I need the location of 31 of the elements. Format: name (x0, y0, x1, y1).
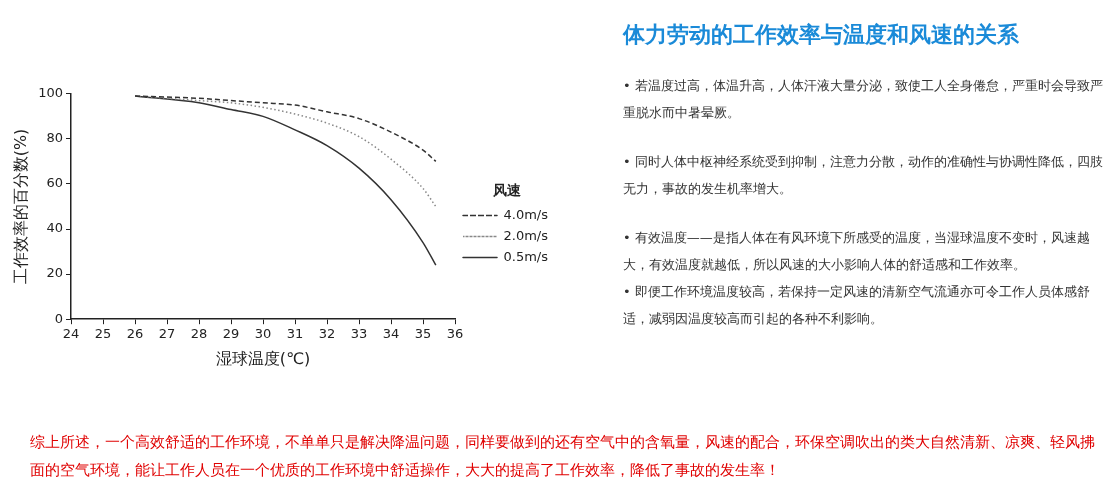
x-tick-label: 25 (94, 326, 112, 342)
x-tick-label: 33 (350, 326, 368, 342)
text: 综上所述，一个高效舒适的工作环境，不单单只是解决降温问题，同样要做到的还有空气中的含氧量，风速的配合，环保空调吹出的类大自然清新、凉爽、轻风拂面的空气环境，能让工作人员在一个优质的工作环境中舒适操作，大大的提高了工作效率，降低了事故的发生率！ (30, 433, 1096, 480)
x-axis-title: 湿球温度(℃) (215, 348, 311, 368)
x-tick-label: 34 (382, 326, 400, 342)
legend-label: 0.5m/s (503, 248, 549, 264)
y-tick-label: 40 (46, 220, 64, 236)
x-tick-label: 32 (318, 326, 336, 342)
text: • 同时人体中枢神经系统受到抑制，注意力分散，动作的准确性与协调性降低，四肢无力，事故的发生机率增大。 (623, 153, 1104, 198)
y-tick-label: 20 (46, 265, 64, 281)
legend-label: 2.0m/s (503, 227, 549, 243)
x-tick-label: 26 (126, 326, 144, 342)
legend-label: 4.0m/s (503, 206, 549, 222)
y-tick-label: 0 (54, 310, 64, 326)
text: • 若温度过高，体温升高，人体汗液大量分泌，致使工人全身倦怠，严重时会导致严重脱水而中暑晕厥。 (623, 77, 1104, 122)
y-axis-title: 工作效率的百分数(%) (10, 128, 30, 285)
legend-title: 风速 (491, 181, 522, 198)
x-tick-label: 27 (158, 326, 176, 342)
x-tick-label: 28 (190, 326, 208, 342)
x-tick-label: 29 (222, 326, 240, 342)
x-tick-label: 30 (254, 326, 272, 342)
y-tick-label: 60 (46, 175, 64, 191)
text: • 即便工作环境温度较高，若保持一定风速的清新空气流通亦可令工作人员体感舒适，减弱因温度较高而引起的各种不利影响。 (623, 283, 1091, 328)
text: • 有效温度——是指人体在有风环境下所感受的温度，当湿球温度不变时，风速越大，有效温度就越低，所以风速的大小影响人体的舒适感和工作效率。 (623, 229, 1091, 274)
text: 体力劳动的工作效率与温度和风速的关系 (623, 21, 1020, 49)
x-tick-label: 24 (62, 326, 80, 342)
y-tick-label: 100 (38, 85, 64, 101)
x-tick-label: 31 (286, 326, 304, 342)
y-tick-label: 80 (46, 130, 64, 146)
x-tick-label: 35 (414, 326, 432, 342)
x-tick-label: 36 (446, 326, 464, 342)
